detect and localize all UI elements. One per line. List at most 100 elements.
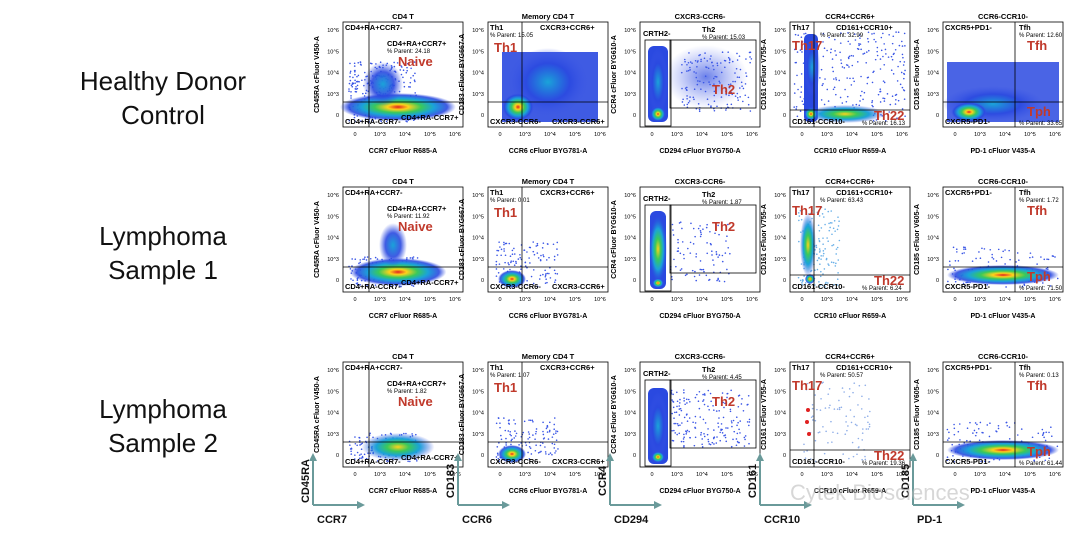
- panel-title: CCR4+CCR6+: [825, 177, 875, 186]
- event-dot: [744, 438, 746, 441]
- event-dot: [676, 433, 678, 436]
- gate-label: Th17: [792, 363, 810, 372]
- event-dot: [801, 100, 804, 103]
- event-dot: [698, 108, 701, 111]
- x-tick-label: 10^3: [671, 297, 683, 303]
- event-dot: [726, 268, 728, 271]
- event-dot: [503, 243, 505, 246]
- event-dot: [833, 283, 835, 286]
- event-dot: [510, 439, 513, 442]
- highlight-label: Th1: [494, 380, 517, 395]
- event-dot: [894, 48, 897, 51]
- event-dot: [530, 453, 533, 455]
- density-region: [947, 265, 1059, 285]
- event-dot: [720, 428, 722, 431]
- event-dot: [705, 274, 708, 277]
- event-dot: [679, 221, 682, 223]
- axis-key-y-label: CCR4: [597, 465, 609, 496]
- event-dot: [495, 275, 498, 277]
- x-tick-label: 0: [353, 297, 356, 303]
- event-dot: [356, 75, 358, 78]
- y-axis-label: CD185 cFluor V605-A: [914, 204, 921, 275]
- event-dot: [403, 81, 405, 84]
- event-dot: [902, 56, 904, 59]
- event-dot: [748, 424, 750, 427]
- event-dot: [508, 263, 510, 266]
- event-dot: [498, 460, 500, 463]
- gate-box: [669, 39, 757, 109]
- event-dot: [853, 33, 856, 36]
- event-dot: [685, 398, 688, 401]
- event-dot: [528, 433, 531, 435]
- event-dot: [872, 105, 874, 108]
- gate-box: [669, 204, 757, 274]
- event-dot: [697, 60, 699, 62]
- event-dot: [840, 406, 843, 409]
- event-dot: [846, 429, 848, 432]
- event-dot: [824, 208, 826, 210]
- event-dot: [730, 420, 733, 422]
- y-tick-label: 0: [336, 453, 339, 459]
- event-dot: [711, 254, 713, 256]
- x-tick-label: 10^3: [821, 297, 833, 303]
- event-dot: [724, 252, 727, 254]
- arrow-head: [309, 453, 317, 461]
- event-dot: [498, 241, 500, 243]
- event-dot: [703, 432, 705, 435]
- event-dot: [544, 275, 547, 278]
- event-dot: [796, 51, 799, 53]
- event-dot: [736, 424, 738, 427]
- event-dot: [834, 265, 837, 267]
- event-dot: [737, 441, 740, 444]
- event-dot: [683, 436, 685, 438]
- density-region: [800, 213, 816, 277]
- x-axis-label: CCR7 cFluor R685-A: [369, 148, 437, 155]
- event-dot: [736, 97, 739, 99]
- event-dot: [836, 408, 839, 410]
- event-dot: [495, 260, 498, 263]
- density-region: [379, 223, 407, 267]
- event-dot: [979, 421, 982, 424]
- event-dot: [744, 94, 747, 97]
- event-dot: [672, 229, 674, 231]
- event-dot: [672, 400, 674, 403]
- event-dot: [523, 420, 526, 423]
- event-dot: [518, 444, 520, 446]
- event-dot: [991, 256, 994, 259]
- event-dot: [886, 93, 889, 95]
- event-dot: [363, 258, 366, 260]
- event-dot: [1043, 258, 1046, 261]
- y-tick-label: 0: [936, 278, 939, 284]
- event-dot: [698, 390, 701, 393]
- event-dot: [406, 66, 408, 69]
- x-tick-label: 0: [498, 297, 501, 303]
- event-dot: [823, 452, 826, 455]
- event-dot: [858, 34, 861, 37]
- event-dot: [535, 444, 537, 446]
- event-dot: [822, 243, 824, 245]
- event-dot: [676, 405, 678, 408]
- event-dot: [954, 259, 957, 262]
- event-dot: [374, 256, 377, 259]
- x-tick-label: 10^3: [821, 132, 833, 138]
- event-dot: [700, 58, 702, 61]
- event-dot: [695, 255, 697, 258]
- y-tick-label: 10^4: [774, 236, 786, 242]
- event-dot: [357, 74, 360, 77]
- event-dot: [532, 241, 535, 243]
- event-dot: [692, 421, 694, 424]
- event-dot: [508, 423, 511, 425]
- event-dot: [1044, 459, 1047, 462]
- event-dot: [853, 382, 856, 384]
- event-dot: [818, 229, 821, 232]
- event-dot: [735, 444, 738, 447]
- event-dot: [696, 65, 698, 68]
- event-dot: [675, 411, 678, 414]
- event-dot: [981, 431, 983, 434]
- event-dot: [680, 71, 683, 74]
- y-tick-label: 10^4: [472, 71, 484, 77]
